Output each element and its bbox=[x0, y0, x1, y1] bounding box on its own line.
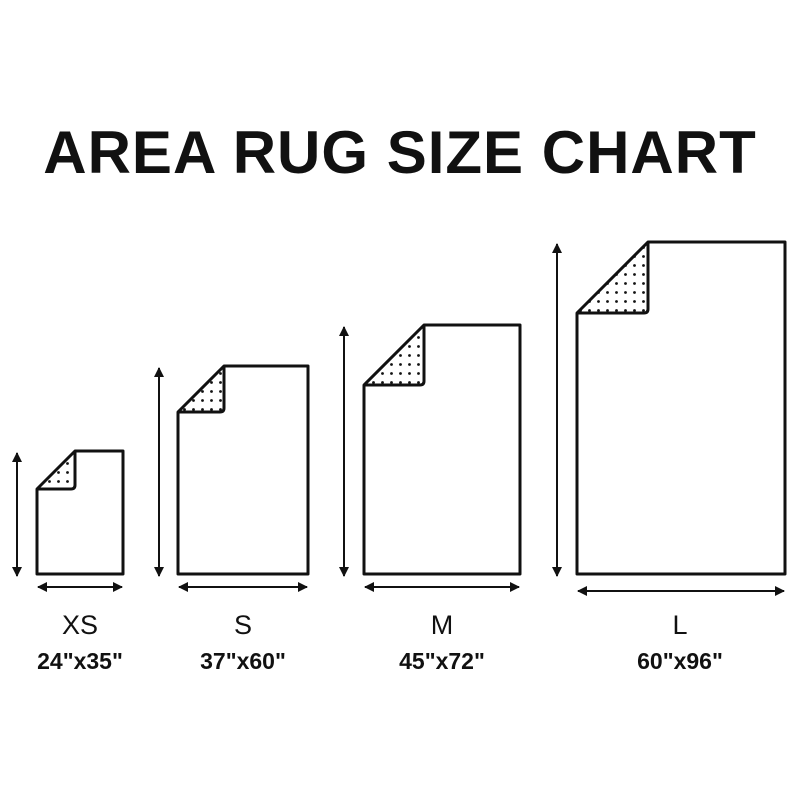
size-dimensions: 24"x35" bbox=[37, 648, 123, 674]
size-dimensions: 37"x60" bbox=[200, 648, 286, 674]
rug-xs bbox=[12, 449, 125, 592]
size-dimensions: 45"x72" bbox=[399, 648, 485, 674]
rug-fold-edge bbox=[178, 366, 226, 414]
size-label: M bbox=[430, 610, 454, 640]
size-label: XS bbox=[61, 610, 99, 640]
rug-fold-dotted-backing bbox=[178, 366, 224, 412]
size-label: L bbox=[672, 610, 688, 640]
rug-fold-edge bbox=[37, 451, 77, 491]
rug-fold-edge bbox=[364, 325, 426, 387]
size-dimensions: 60"x96" bbox=[637, 648, 723, 674]
rug-outline bbox=[176, 364, 310, 576]
rug-fold-dotted-backing bbox=[364, 325, 424, 385]
rug-s bbox=[154, 364, 310, 592]
rug-outline bbox=[35, 449, 125, 576]
rug-fold-edge bbox=[577, 242, 650, 315]
chart-title: AREA RUG SIZE CHART bbox=[43, 119, 757, 186]
rug-l bbox=[552, 240, 787, 596]
rug-m bbox=[339, 323, 522, 592]
rug-fold-dotted-backing bbox=[577, 242, 648, 313]
rug-fold-dotted-backing bbox=[37, 451, 75, 489]
size-label: S bbox=[233, 610, 252, 640]
